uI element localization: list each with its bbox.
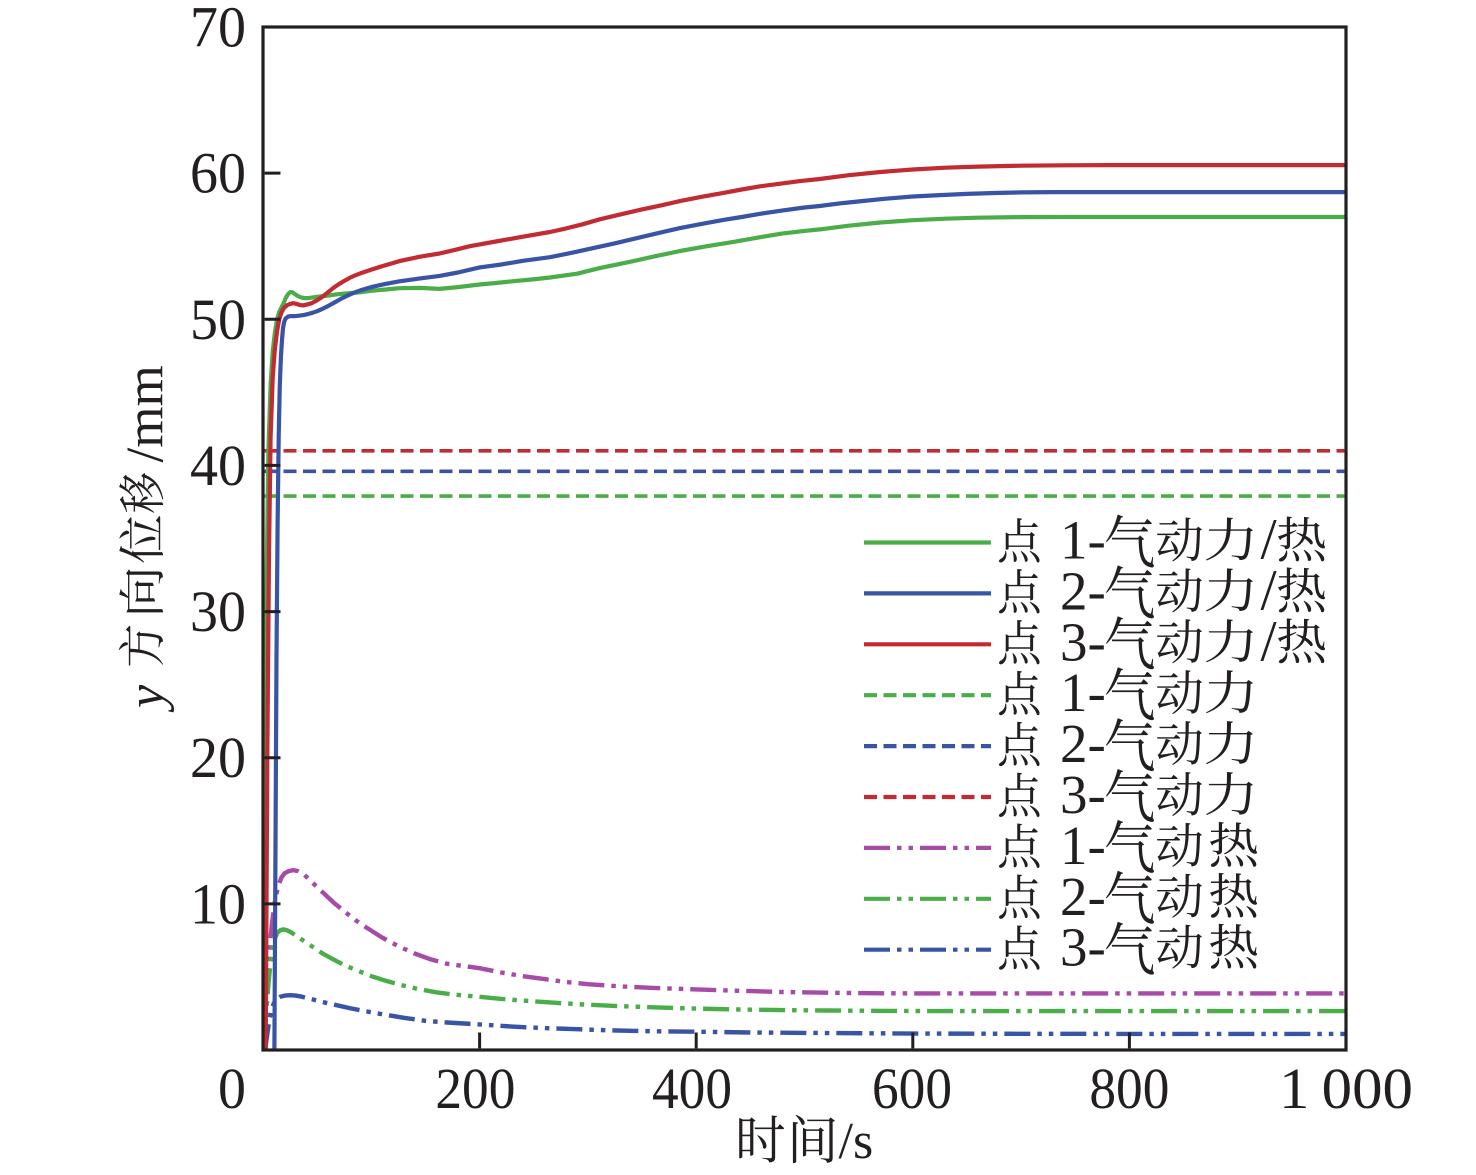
svg-text:200: 200 [435,1056,515,1121]
svg-text:70: 70 [190,0,246,60]
svg-text:/mm: /mm [116,365,174,462]
svg-text:1-: 1- [1060,510,1106,571]
svg-text:400: 400 [652,1056,732,1121]
svg-text:2-: 2- [1060,866,1106,927]
svg-text:40: 40 [190,433,246,498]
svg-text:/: / [1261,507,1278,572]
svg-text:/s: /s [839,1113,874,1170]
svg-text:50: 50 [190,287,246,352]
svg-text:10: 10 [190,871,246,936]
svg-text:30: 30 [190,579,246,644]
svg-text:3-: 3- [1060,764,1106,825]
svg-text:600: 600 [872,1056,952,1121]
svg-text:/: / [1261,557,1278,622]
svg-text:1 000: 1 000 [1279,1056,1413,1121]
svg-text:/: / [1261,608,1278,673]
svg-text:1-: 1- [1060,815,1106,876]
svg-text:y: y [118,684,175,713]
svg-text:2-: 2- [1060,560,1106,621]
svg-text:0: 0 [218,1056,246,1121]
svg-text:60: 60 [190,141,246,206]
svg-text:2-: 2- [1060,713,1106,774]
svg-text:20: 20 [190,725,246,790]
svg-text:1-: 1- [1060,662,1106,723]
svg-text:3-: 3- [1060,917,1106,978]
svg-text:800: 800 [1089,1056,1169,1121]
svg-text:3-: 3- [1060,611,1106,672]
